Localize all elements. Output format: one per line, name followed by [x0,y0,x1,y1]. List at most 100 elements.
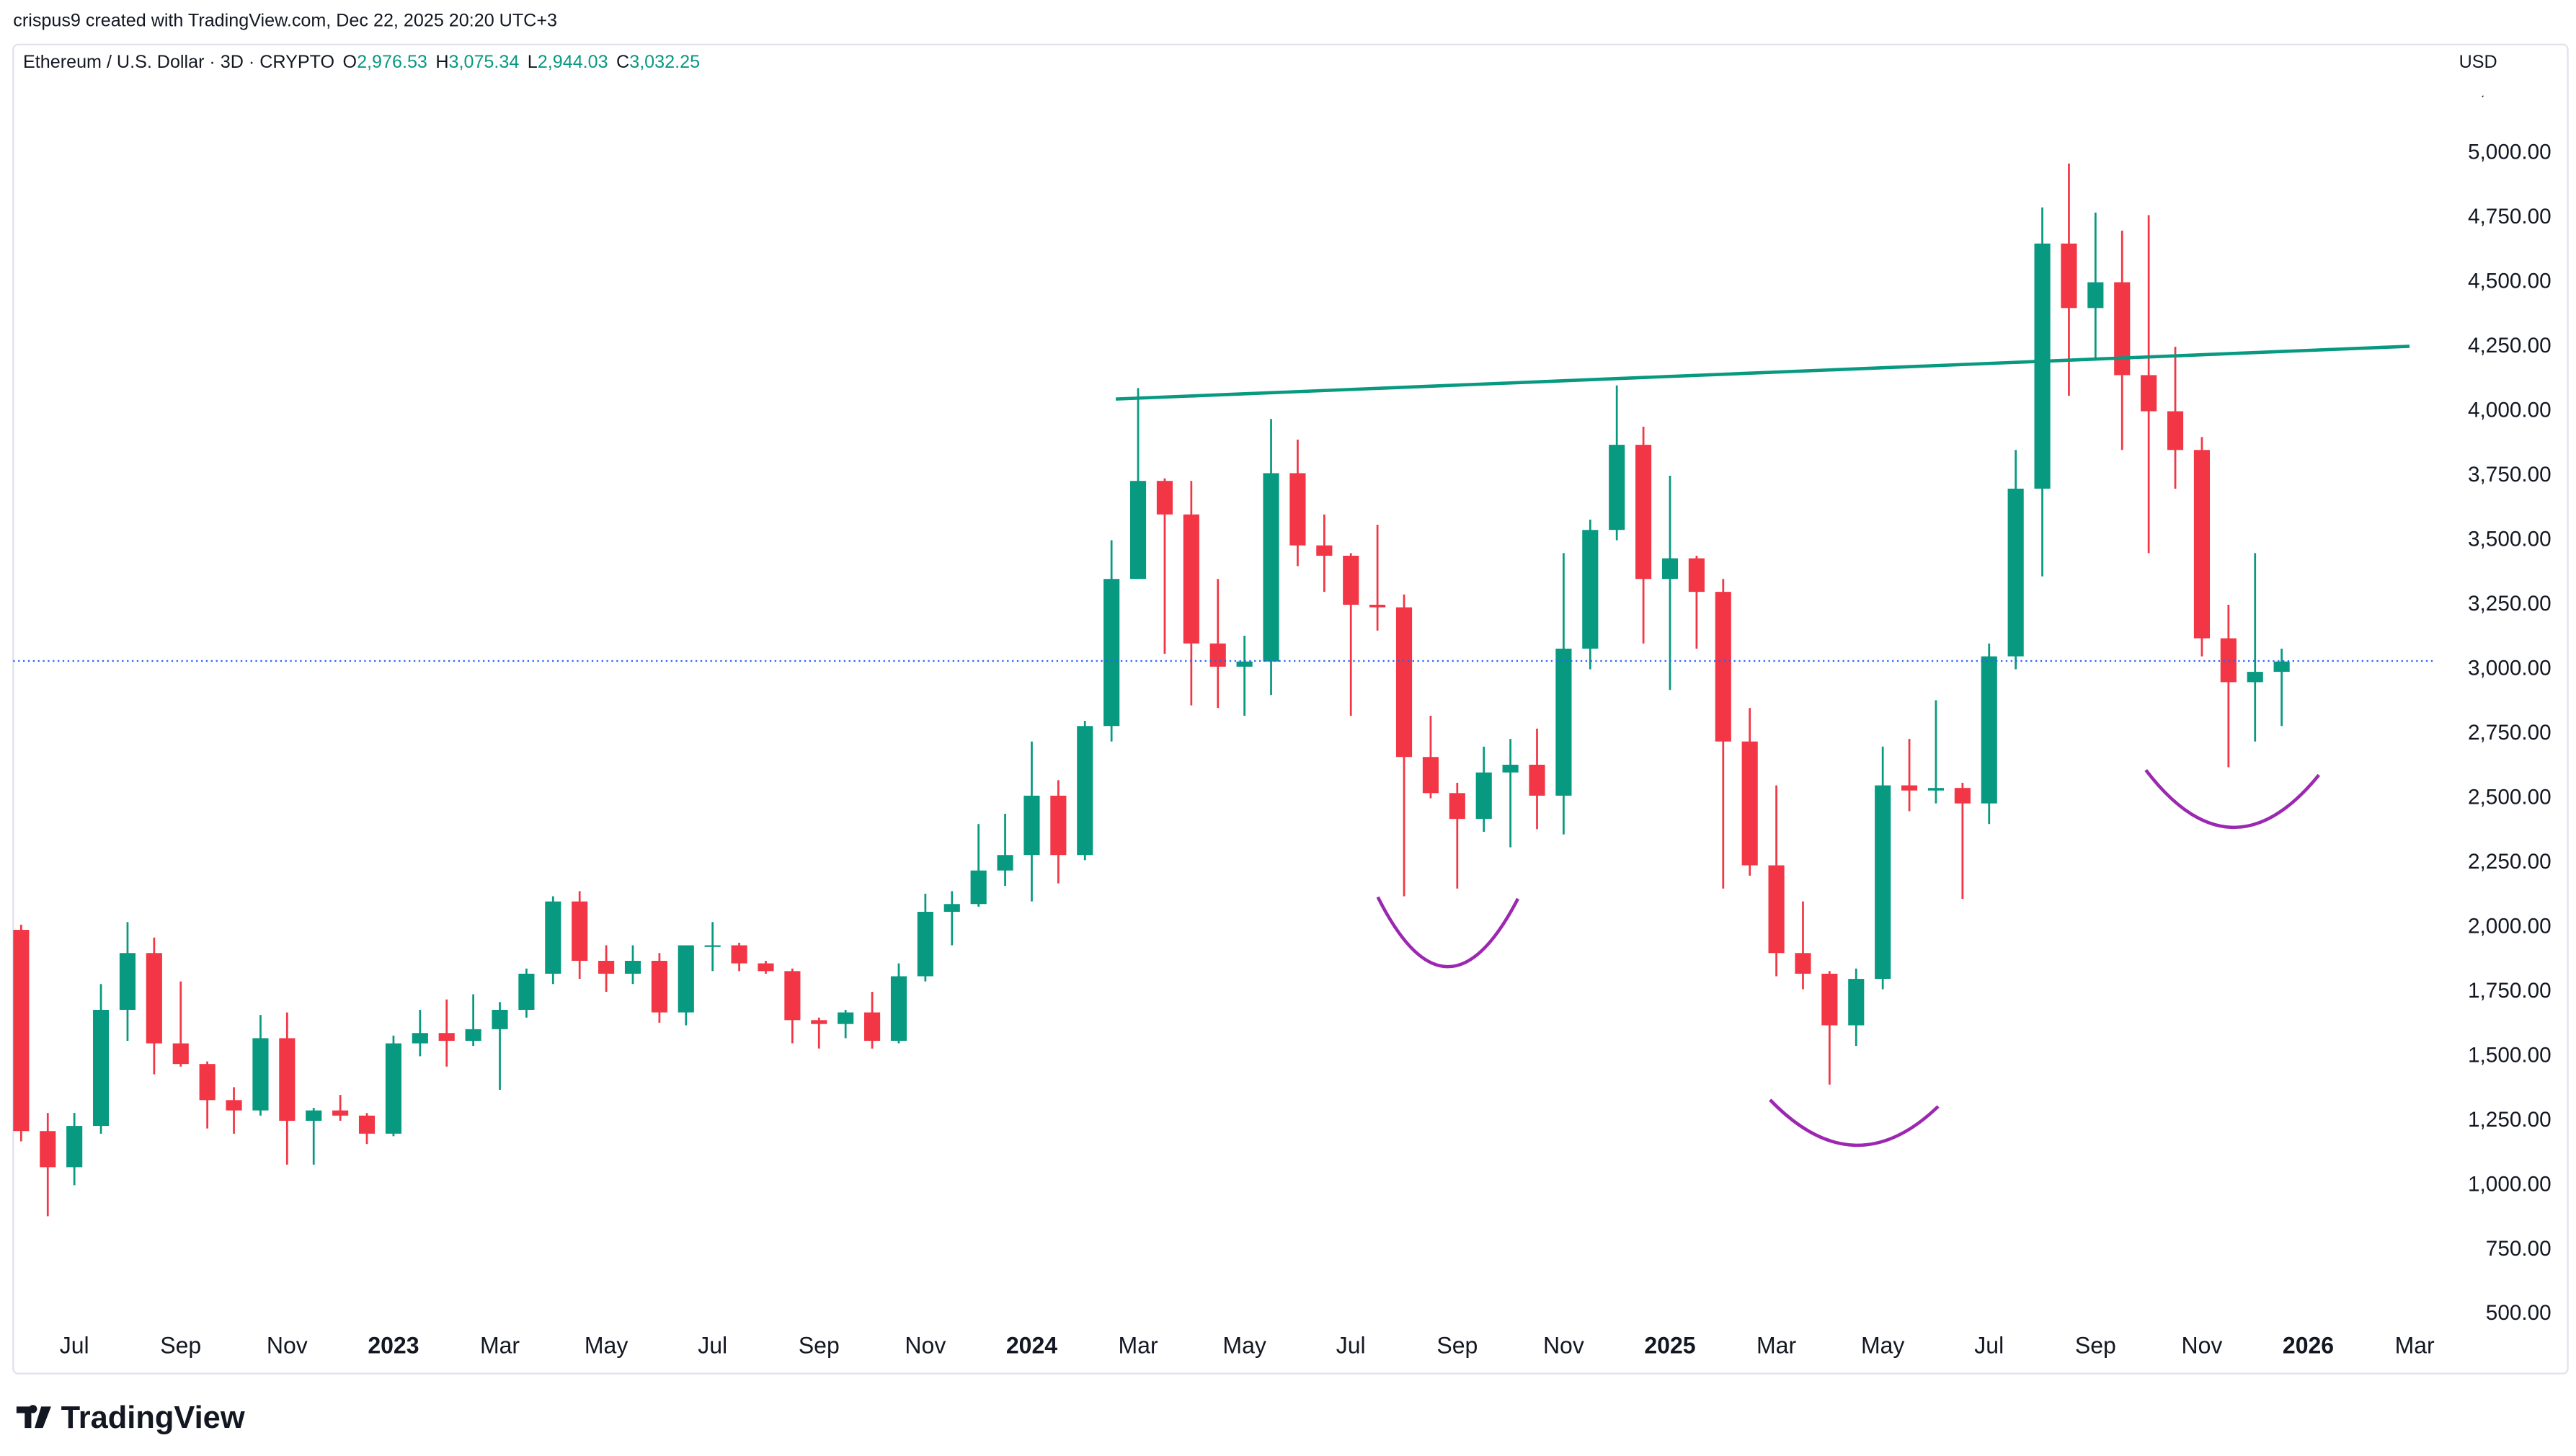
symbol: Ethereum / U.S. Dollar · 3D · CRYPTO [23,52,334,72]
currency-label: USD [2459,52,2497,72]
x-tick-label: Jul [60,1332,89,1358]
legend: Ethereum / U.S. Dollar · 3D · CRYPTO O2,9… [23,52,700,72]
y-tick-label: 3,500.00 [2468,527,2551,551]
x-tick-label: May [1222,1332,1266,1358]
candle-body [1077,726,1093,856]
candle-body [172,1043,189,1065]
y-tick-label: 3,750.00 [2468,463,2551,487]
candle-body [2034,243,2051,489]
ohlc-value: 3,032.25 [629,52,700,72]
ohlc-label: L [528,52,538,72]
brand-name: TradingView [61,1400,245,1435]
candle-body [226,1100,242,1111]
candle-body [1981,656,1997,804]
candle-body [545,901,561,974]
candle-body [1449,793,1465,820]
candle-body [1795,953,1811,974]
y-tick-label: 1,750.00 [2468,979,2551,1003]
candle-body [758,963,774,972]
candle-body [2193,450,2211,639]
x-tick-label: Jul [698,1332,727,1358]
candle-body [66,1126,83,1168]
candle-body [13,930,30,1132]
logo-mark [16,1405,51,1429]
y-tick-label: 4,000.00 [2468,398,2551,422]
candle-body [1741,741,1758,866]
candle-body [306,1110,322,1121]
candle-body [1688,558,1705,592]
y-tick-label: 2,250.00 [2468,850,2551,874]
candle-body [2061,243,2077,308]
candle-body [2247,672,2263,683]
candle-body [1183,514,1199,644]
y-tick-label: 750.00 [2486,1237,2551,1261]
candle-body [146,953,162,1044]
candle-body [252,1038,269,1111]
x-tick-label: 2025 [1644,1332,1695,1358]
candle-body [651,960,667,1013]
candle-body [119,953,136,1011]
candle-body [1901,785,1918,791]
candle-body [199,1064,216,1101]
candle-body [412,1033,428,1044]
candle-body [1023,795,1040,856]
ohlc-value: 2,976.53 [357,52,427,72]
candle-body [997,855,1013,871]
candle-body [1582,530,1599,649]
x-tick-label: May [1861,1332,1904,1358]
candle-body [1316,545,1333,556]
candle-body [838,1012,854,1024]
y-tick-label: 5,000.00 [2468,140,2551,164]
brand-logo: TradingView [16,1400,245,1435]
candle-body [1343,556,1359,605]
x-tick-label: Nov [1543,1332,1584,1358]
candle-body [624,960,641,974]
candle-body [2141,375,2157,412]
candle-body [1236,661,1253,667]
candle-body [1609,445,1625,531]
x-tick-label: Sep [2075,1332,2116,1358]
x-tick-label: Nov [905,1332,946,1358]
x-tick-label: 2026 [2283,1332,2334,1358]
chart-frame [12,43,2569,1375]
pattern-arc [1376,896,1520,969]
candle-body [2114,282,2131,376]
candle-body [385,1043,401,1134]
plot-area: 5,250.005,000.004,750.004,500.004,250.00… [13,76,2551,1358]
y-tick-label: 1,250.00 [2468,1108,2551,1132]
candle-body [2167,411,2184,450]
candle-body [943,904,960,912]
candle-body [917,911,933,977]
candle-body [2087,282,2104,308]
candle-body [2273,661,2290,672]
candle-body [465,1029,481,1041]
x-tick-label: Jul [1336,1332,1366,1358]
candle-body [572,901,588,961]
candle-body [598,960,615,974]
x-tick-label: Mar [2395,1332,2435,1358]
candle-body [2007,488,2024,657]
ohlc-value: 2,944.03 [538,52,608,72]
candle-body [1768,865,1785,954]
candle-body [332,1110,349,1116]
credit: crispus9 created with TradingView.com, D… [13,11,557,31]
x-tick-label: Sep [1436,1332,1478,1358]
x-tick-label: Mar [1119,1332,1158,1358]
candle-body [784,971,801,1021]
candle-body [1395,607,1413,758]
y-tick-label: 4,750.00 [2468,205,2551,228]
candle-body [492,1010,508,1029]
x-tick-label: Jul [1974,1332,2004,1358]
trendline [1115,345,2410,401]
y-tick-label: 3,250.00 [2468,592,2551,616]
candle-body [1475,772,1492,820]
candle-body [1954,788,1971,804]
axis-header-bg [2439,46,2567,96]
candle-body [1263,473,1279,662]
ohlc-label: H [435,52,448,72]
candle-body [1156,481,1173,515]
y-tick-label: 500.00 [2486,1301,2551,1325]
candle-body [1529,764,1545,796]
